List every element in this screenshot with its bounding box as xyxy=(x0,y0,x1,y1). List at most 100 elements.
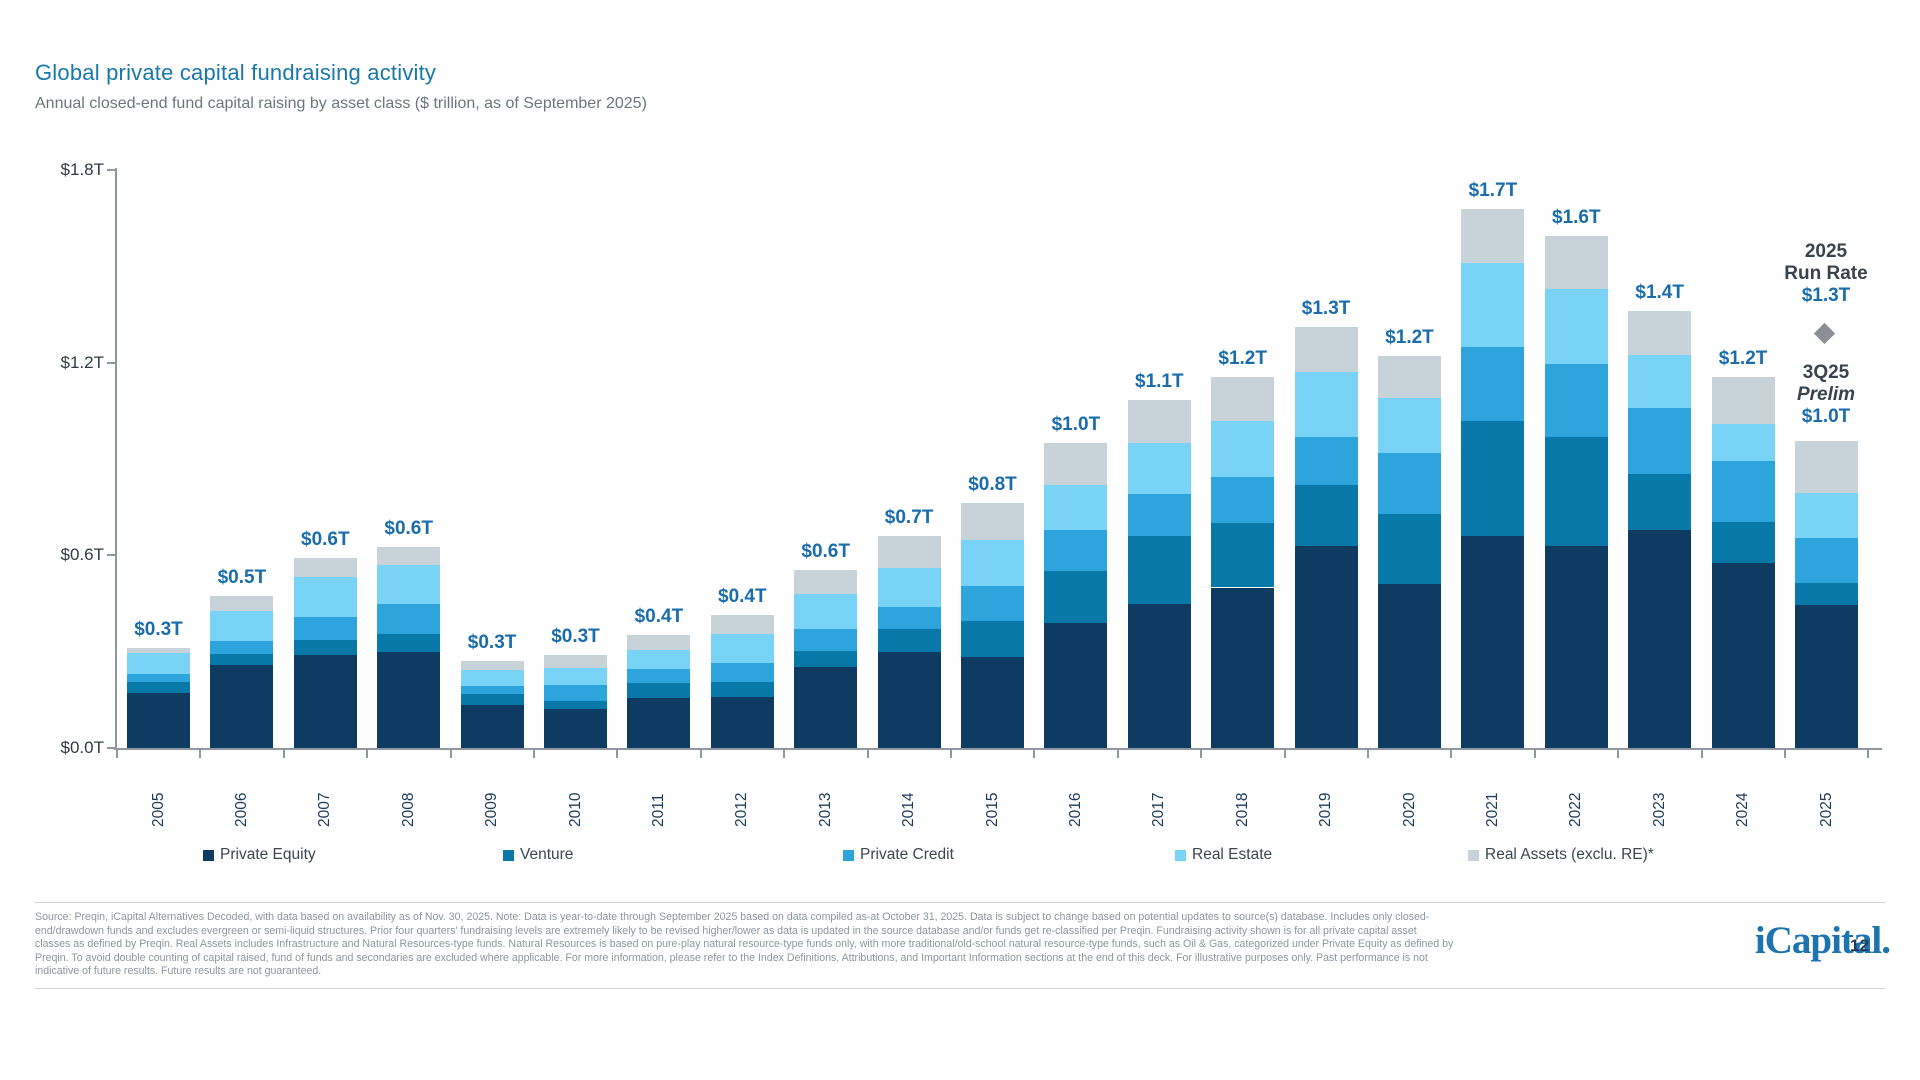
bar-segment-real-estate-2022 xyxy=(1544,288,1608,365)
x-axis-tick xyxy=(1116,750,1119,758)
x-axis-year-label-2013: 2013 xyxy=(816,792,834,827)
bar-total-label-2014: $0.7T xyxy=(884,507,934,529)
bar-segment-private-credit-2012 xyxy=(710,662,774,682)
x-axis-year-label-2009: 2009 xyxy=(483,792,501,827)
prelim-annotation: 3Q25 Prelim $1.0T xyxy=(1716,362,1920,428)
bar-segment-real-assets-exclu-re-2010 xyxy=(544,654,607,669)
legend-item-real-assets-exclu-re: Real Assets (exclu. RE)* xyxy=(1468,846,1654,864)
x-axis-year-label-2021: 2021 xyxy=(1483,792,1501,827)
bar-segment-private-equity-2009 xyxy=(460,704,524,748)
bar-total-label-2018: $1.2T xyxy=(1218,348,1267,370)
source-line: Preqin. To avoid double counting of capi… xyxy=(35,951,1428,964)
footer-divider-bottom xyxy=(35,988,1885,989)
x-axis-year-label-2020: 2020 xyxy=(1400,792,1418,827)
source-line: indicative of future results. Future res… xyxy=(35,965,322,978)
bar-segment-private-credit-2024 xyxy=(1711,460,1775,522)
bar-total-label-2008: $0.6T xyxy=(384,517,433,539)
y-axis-tick xyxy=(107,169,116,172)
y-axis-tick xyxy=(107,747,116,749)
legend-item-real-estate: Real Estate xyxy=(1175,846,1272,864)
y-axis-tick xyxy=(107,361,116,364)
source-line: Source: Preqin, iCapital Alternatives De… xyxy=(35,911,1430,923)
legend-label: Real Assets (exclu. RE)* xyxy=(1485,846,1654,863)
bar-segment-private-equity-2015 xyxy=(961,656,1024,748)
bar-segment-venture-2011 xyxy=(627,682,691,699)
footer-divider-top xyxy=(35,902,1885,903)
run-rate-line2: Run Rate xyxy=(1784,263,1868,284)
bar-segment-venture-2025 xyxy=(1795,582,1858,606)
bar-segment-real-assets-exclu-re-2020 xyxy=(1378,356,1441,399)
x-axis-year-label-2006: 2006 xyxy=(232,792,250,827)
bar-segment-real-estate-2010 xyxy=(544,668,607,686)
bar-segment-real-estate-2005 xyxy=(127,653,190,675)
logo-text: iCapital xyxy=(1754,919,1882,962)
legend-swatch xyxy=(203,849,214,861)
bar-total-label-2015: $0.8T xyxy=(968,473,1017,495)
bar-segment-private-equity-2018 xyxy=(1211,587,1275,748)
legend-swatch xyxy=(843,849,854,861)
bar-segment-real-estate-2008 xyxy=(377,565,441,605)
bar-segment-real-assets-exclu-re-2023 xyxy=(1628,311,1692,355)
bar-segment-venture-2012 xyxy=(710,681,774,698)
bar-segment-private-credit-2005 xyxy=(127,674,190,683)
bar-segment-real-assets-exclu-re-2017 xyxy=(1127,399,1191,444)
legend-item-venture: Venture xyxy=(503,846,573,864)
prelim-value: $1.0T xyxy=(1801,406,1851,427)
bar-segment-private-credit-2013 xyxy=(794,628,858,652)
bar-segment-venture-2024 xyxy=(1711,521,1775,564)
bar-segment-private-equity-2005 xyxy=(127,693,190,748)
page-subtitle: Annual closed-end fund capital raising b… xyxy=(35,95,647,112)
bar-segment-venture-2009 xyxy=(460,694,524,705)
bar-segment-venture-2014 xyxy=(877,629,941,652)
bar-total-label-2005: $0.3T xyxy=(134,619,183,641)
x-axis-tick xyxy=(1450,750,1453,758)
bar-segment-private-equity-2019 xyxy=(1294,545,1358,748)
bar-total-label-2021: $1.7T xyxy=(1468,179,1518,201)
x-axis-tick xyxy=(1700,750,1703,758)
y-axis-label: $0.6T xyxy=(60,545,104,565)
x-axis-year-label-2016: 2016 xyxy=(1066,792,1084,827)
diamond-marker xyxy=(1813,322,1836,345)
bar-segment-real-estate-2006 xyxy=(210,610,274,642)
bar-total-label-2006: $0.5T xyxy=(217,567,267,589)
bar-segment-real-estate-2019 xyxy=(1294,372,1358,437)
bar-segment-real-estate-2018 xyxy=(1211,420,1275,477)
bar-segment-real-assets-exclu-re-2009 xyxy=(460,661,524,671)
bar-total-label-2024: $1.2T xyxy=(1718,348,1768,370)
bar-segment-private-equity-2007 xyxy=(293,654,357,748)
bar-segment-private-equity-2013 xyxy=(794,666,858,748)
bar-total-label-2007: $0.6T xyxy=(301,528,350,550)
x-axis-tick xyxy=(533,750,535,758)
x-axis-year-label-2010: 2010 xyxy=(566,792,584,827)
bar-segment-real-estate-2015 xyxy=(961,540,1024,587)
bar-segment-real-estate-2017 xyxy=(1127,443,1191,495)
bar-total-label-2017: $1.1T xyxy=(1135,370,1184,392)
source-text: Source: Preqin, iCapital Alternatives De… xyxy=(35,911,1453,979)
bar-segment-private-credit-2017 xyxy=(1127,494,1191,537)
x-axis-year-label-2019: 2019 xyxy=(1317,792,1335,827)
bar-segment-private-equity-2021 xyxy=(1461,536,1525,748)
run-rate-annotation: 2025 Run Rate $1.3T xyxy=(1716,241,1920,307)
bar-segment-venture-2013 xyxy=(794,651,858,667)
legend-label: Private Equity xyxy=(220,846,316,863)
bar-segment-real-estate-2009 xyxy=(460,670,524,686)
bar-total-label-2009: $0.3T xyxy=(467,632,517,653)
x-axis-line xyxy=(114,748,1882,750)
legend-swatch xyxy=(503,849,514,861)
bar-segment-real-estate-2013 xyxy=(794,594,858,629)
x-axis-year-label-2008: 2008 xyxy=(399,792,417,827)
bar-segment-private-credit-2007 xyxy=(293,617,357,641)
bar-segment-real-assets-exclu-re-2025 xyxy=(1795,441,1858,493)
bar-total-label-2011: $0.4T xyxy=(634,606,684,628)
bar-segment-private-credit-2019 xyxy=(1294,436,1358,485)
bar-segment-venture-2023 xyxy=(1628,473,1692,530)
x-axis-year-label-2025: 2025 xyxy=(1817,792,1835,827)
bar-segment-private-equity-2014 xyxy=(877,651,941,748)
bar-segment-real-assets-exclu-re-2011 xyxy=(627,635,691,651)
bar-segment-venture-2018 xyxy=(1211,523,1275,588)
bar-segment-private-equity-2017 xyxy=(1127,603,1191,748)
x-axis-year-label-2017: 2017 xyxy=(1150,792,1168,827)
bar-segment-venture-2010 xyxy=(544,700,607,710)
x-axis-tick xyxy=(950,750,952,758)
x-axis-tick xyxy=(449,750,452,758)
